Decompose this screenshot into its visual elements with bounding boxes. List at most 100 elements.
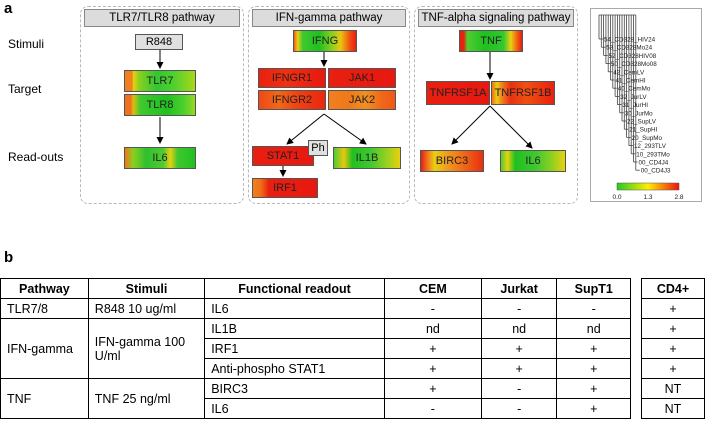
panel-b-label: b [4, 249, 14, 266]
cell-supt1: + [556, 378, 631, 399]
col-cem: CEM [383, 278, 482, 299]
color-scale-bar [616, 182, 680, 191]
table-row: IFN-gamma IFN-gamma 100 U/ml IL1B nd nd … [0, 318, 631, 379]
gene-birc3: BIRC3 [420, 150, 484, 172]
cell-readout: BIRC3 [204, 378, 385, 399]
gene-stat1: STAT1 [252, 146, 314, 166]
cell-cem: + [383, 358, 482, 379]
cell-readout: Anti-phospho STAT1 [204, 358, 385, 379]
cell-cd4: NT [641, 378, 705, 399]
cell-supt1: - [556, 298, 631, 319]
cell-readout: IL6 [204, 398, 385, 419]
col-cd4: CD4+ [641, 278, 705, 299]
sample-label: 10_293TMo [636, 151, 670, 158]
cell-supt1: nd [556, 318, 631, 339]
cell-jurkat: - [480, 378, 558, 399]
gene-tlr8: TLR8 [124, 94, 196, 116]
table-row: NT [641, 378, 705, 399]
phospho-label: Ph [308, 140, 328, 156]
sample-label: 52_CD328HIV08 [609, 53, 657, 60]
sample-label: 20_SupMo [632, 135, 663, 142]
cell-cd4: NT [641, 398, 705, 419]
cell-cd4: + [641, 318, 705, 339]
results-table: Pathway Stimuli Functional readout CEM J… [0, 278, 631, 419]
cell-readout: IL6 [204, 298, 385, 319]
gene-il6-tlr: IL6 [124, 147, 196, 169]
cell-pathway: IFN-gamma [0, 318, 89, 379]
cell-cd4: + [641, 298, 705, 319]
gene-il1b: IL1B [333, 147, 401, 169]
gene-jak1: JAK1 [328, 68, 396, 88]
gene-tnf: TNF [459, 30, 523, 52]
sample-label: 00_CD4J3 [641, 168, 671, 175]
cell-pathway: TNF [0, 378, 89, 419]
sample-legend: 00_CD4J3 00_CD4J4 10_293TMo 12_293TLV 20_Sup… [590, 8, 702, 202]
col-supt1: SupT1 [556, 278, 631, 299]
sample-label: 40_CemMo [618, 86, 651, 93]
sample-label: 22_SupLV [627, 119, 657, 126]
sample-label: 21_SupHI [629, 127, 657, 134]
cell-cem: - [383, 298, 482, 319]
col-readout: Functional readout [204, 278, 385, 299]
table-row: NT [641, 398, 705, 419]
row-label-target: Target [8, 82, 42, 96]
table-row: + [641, 338, 705, 359]
table-row: + [641, 318, 705, 339]
row-label-readouts: Read-outs [8, 150, 64, 164]
sample-label: 42_CemLV [613, 69, 645, 76]
cell-cem: + [383, 378, 482, 399]
tnf-pathway-title: TNF-alpha signaling pathway [418, 9, 574, 27]
table-row: + [641, 298, 705, 319]
cell-cem: nd [383, 318, 482, 339]
table-row: IRF1 + + + [1, 338, 631, 359]
cell-supt1: + [556, 398, 631, 419]
cell-cem: - [383, 398, 482, 419]
ifn-pathway-title: IFN-gamma pathway [252, 9, 406, 27]
gene-il6-tnf: IL6 [500, 150, 566, 172]
cell-stimuli: TNF 25 ng/ml [87, 378, 206, 419]
sample-label: 31_JurHI [622, 102, 648, 109]
cell-jurkat: nd [480, 318, 558, 339]
cell-stimuli: IFN-gamma 100 U/ml [87, 318, 206, 379]
table-row: TNF TNF 25 ng/ml BIRC3 + - + [0, 378, 631, 419]
gene-ifngr2: IFNGR2 [258, 90, 326, 110]
gene-irf1: IRF1 [252, 178, 318, 198]
gene-jak2: JAK2 [328, 90, 396, 110]
table-row: IL6 - - + [1, 398, 631, 419]
gene-tnfrsf1b: TNFRSF1B [491, 81, 555, 105]
col-jurkat: Jurkat [480, 278, 558, 299]
cell-pathway: TLR7/8 [0, 298, 89, 319]
cell-readout: IL1B [204, 318, 385, 339]
cell-jurkat: - [480, 298, 558, 319]
sample-label: 32_JurLV [620, 94, 647, 101]
gene-ifng: IFNG [293, 30, 357, 52]
sample-label: 50_CD328Mo08 [611, 61, 657, 68]
cell-stimuli: R848 10 ug/ml [87, 298, 206, 319]
sample-label: 54_CD328_HIV24 [604, 37, 656, 44]
tlr-stimulus-r848: R848 [135, 34, 183, 50]
cell-cd4: + [641, 358, 705, 379]
cell-supt1: + [556, 338, 631, 359]
table-header-row: CD4+ [641, 278, 705, 299]
col-stimuli: Stimuli [87, 278, 206, 299]
tlr-pathway-title: TLR7/TLR8 pathway [84, 9, 240, 27]
cell-supt1: + [556, 358, 631, 379]
table-row: + [641, 358, 705, 379]
panel-a-label: a [4, 0, 13, 17]
cell-readout: IRF1 [204, 338, 385, 359]
color-scale-tick: 0.0 [612, 194, 621, 201]
cell-jurkat: + [480, 338, 558, 359]
gene-ifngr1: IFNGR1 [258, 68, 326, 88]
cell-jurkat: - [480, 398, 558, 419]
color-scale-tick: 1.3 [643, 194, 652, 201]
cd4-table: CD4+ + + + + NT NT [641, 278, 705, 419]
gene-tlr7: TLR7 [124, 70, 196, 92]
table-header-row: Pathway Stimuli Functional readout CEM J… [0, 278, 631, 299]
sample-label: 12_293TLV [634, 143, 667, 150]
sample-label: 41_CemHI [616, 78, 646, 85]
cell-cem: + [383, 338, 482, 359]
sample-label: 30_JurMo [625, 110, 653, 117]
cell-jurkat: + [480, 358, 558, 379]
table-row: TLR7/8 R848 10 ug/ml IL6 - - - [0, 298, 631, 319]
color-scale-tick: 2.8 [674, 194, 683, 201]
